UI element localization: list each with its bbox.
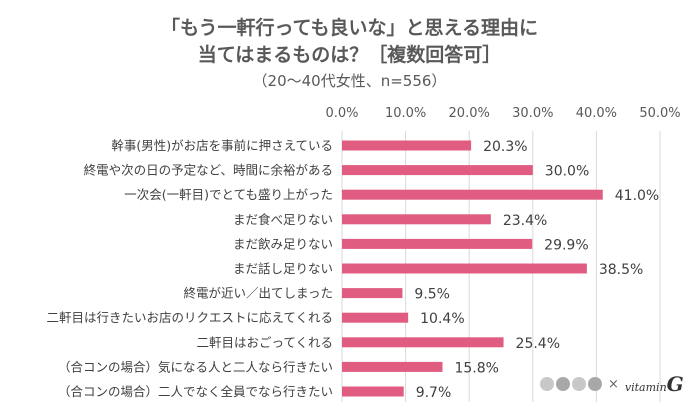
data-label: 30.0% <box>545 164 589 180</box>
x-tick-label: 40.0% <box>576 106 617 121</box>
data-label: 15.8% <box>454 360 498 376</box>
bar <box>342 312 409 323</box>
bar <box>342 263 587 274</box>
x-tick-label: 0.0% <box>325 106 358 121</box>
category-label: 二軒目は行きたいお店のリクエストに応えてくれる <box>46 310 333 325</box>
bar <box>342 214 491 225</box>
bar <box>342 361 443 372</box>
category-label: まだ話し足りない <box>233 261 333 276</box>
chart-subtitle: （20〜40代女性、n=556） <box>252 72 447 90</box>
data-label: 10.4% <box>420 311 464 327</box>
bar <box>342 165 533 176</box>
x-tick-label: 20.0% <box>449 106 490 121</box>
category-label: 二軒目はおごってくれる <box>196 335 333 350</box>
data-label: 23.4% <box>503 213 547 229</box>
category-label: （合コンの場合）二人でなく全員でなら行きたい <box>58 384 333 399</box>
bar <box>342 386 404 397</box>
bar <box>342 337 504 348</box>
bar <box>342 238 533 249</box>
chart-title-line-2: 当てはまるものは？［複数回答可］ <box>197 44 502 66</box>
data-label: 25.4% <box>516 336 560 352</box>
data-label: 38.5% <box>599 262 643 278</box>
bar <box>342 140 472 151</box>
data-label: 20.3% <box>483 139 527 155</box>
category-label: 終電や次の日の予定など、時間に余裕がある <box>84 163 333 178</box>
chart-title-line-1: 「もう一軒行っても良いな」と思える理由に <box>161 17 538 39</box>
data-label: 29.9% <box>544 237 588 253</box>
category-label: 終電が近い／出てしまった <box>183 286 333 301</box>
brand-logo: × vitaminG <box>540 372 684 396</box>
data-label: 41.0% <box>615 188 659 204</box>
vitamin-g-logo: vitaminG <box>624 372 684 396</box>
data-label: 9.5% <box>414 287 450 303</box>
x-tick-label: 10.0% <box>385 106 426 121</box>
category-label: 幹事(男性)がお店を事前に押さえている <box>111 138 333 153</box>
data-label: 9.7% <box>416 385 452 401</box>
voice-note-logo <box>540 377 602 391</box>
logo-cross: × <box>608 376 619 392</box>
bar <box>342 189 603 200</box>
x-tick-label: 30.0% <box>512 106 553 121</box>
category-label: まだ飲み足りない <box>233 236 333 251</box>
x-tick-label: 50.0% <box>639 106 680 121</box>
bar <box>342 288 403 299</box>
category-label: 一次会(一軒目)でとても盛り上がった <box>124 187 333 202</box>
category-label: （合コンの場合）気になる人と二人なら行きたい <box>58 359 333 374</box>
category-label: まだ食べ足りない <box>233 212 333 227</box>
